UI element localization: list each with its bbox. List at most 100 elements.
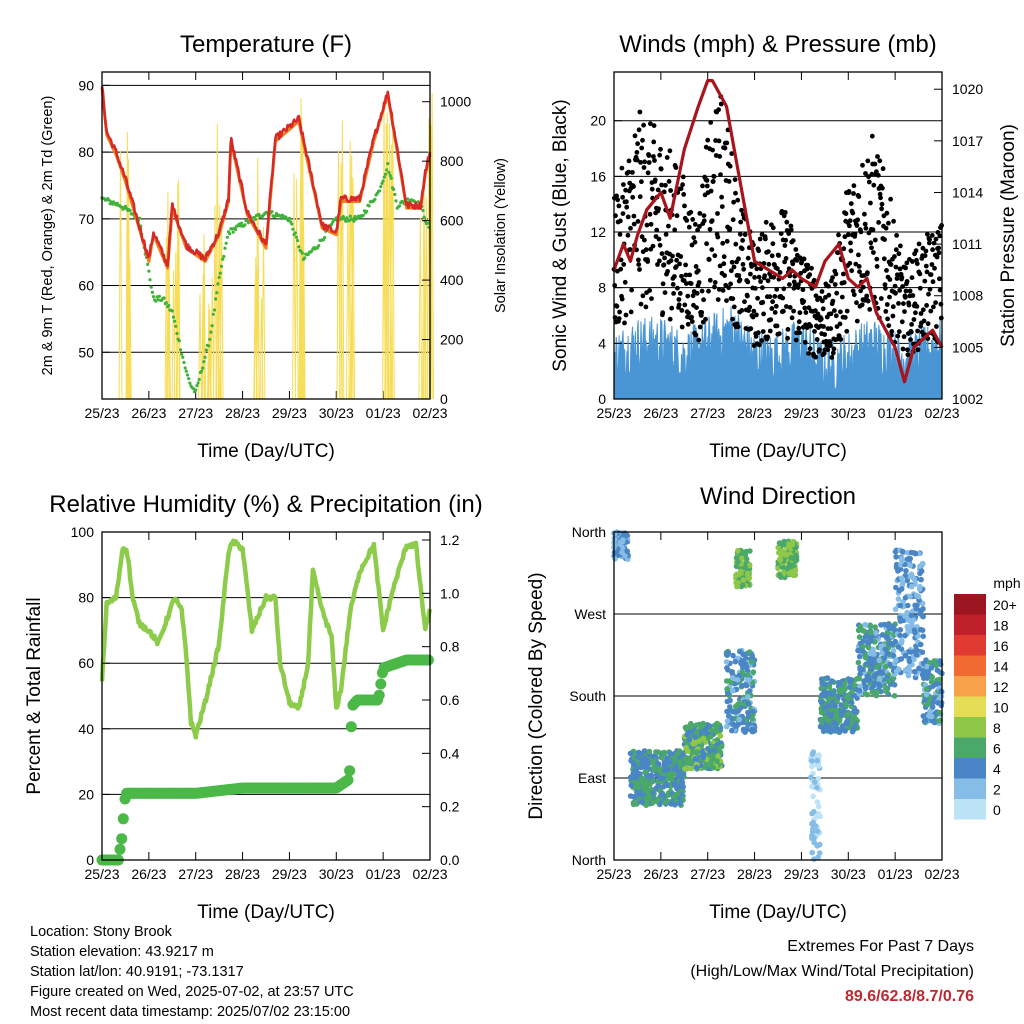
gust-point [623,187,628,193]
gust-point [872,161,878,167]
gust-point [793,337,799,343]
direction-point [723,659,730,665]
gust-point [617,309,622,315]
legend-swatch [954,696,986,717]
gust-point [875,154,880,159]
gust-point [906,302,912,308]
gust-point [882,282,888,287]
direction-point [655,749,662,755]
gust-point [726,179,732,184]
direction-point [911,627,918,633]
gust-point [729,259,735,265]
gust-point [805,266,810,272]
gust-point [616,203,622,209]
direction-point [810,819,816,826]
gust-point [812,329,817,334]
direction-point [924,663,930,670]
gust-point [770,241,776,247]
gust-point [884,268,889,273]
x-tick-label: 28/23 [737,405,772,421]
y-tick-label: 80 [78,590,94,606]
direction-point [893,554,899,560]
direction-point [810,793,816,800]
direction-point [750,669,757,675]
direction-point [822,681,828,688]
gust-point [720,288,726,293]
direction-point [714,757,720,764]
direction-point [809,751,816,757]
gust-point [874,256,880,262]
dewpoint-point [426,221,430,225]
gust-point [848,240,853,246]
dewpoint-point [107,198,111,202]
direction-point [849,717,856,724]
y-tick-label: 0 [598,391,606,407]
gust-point [655,262,660,267]
gust-point [885,316,890,322]
gust-point [785,327,791,332]
gust-point [897,288,902,293]
direction-point [851,724,857,731]
direction-point [933,662,939,669]
dewpoint-point [348,214,352,218]
x-tick-label: 01/23 [366,866,401,882]
gust-point [887,294,892,300]
gust-point [796,282,801,287]
gust-point [808,323,814,329]
gust-point [754,266,760,272]
direction-point [650,753,656,760]
direction-point [871,680,878,686]
gust-point [813,293,819,299]
gust-point [728,281,733,287]
direction-point [895,568,901,574]
gust-point [680,174,686,180]
dewpoint-point [345,216,349,220]
direction-point [619,549,625,556]
direction-point [717,733,724,739]
dewpoint-point [194,388,198,392]
gust-point [638,160,643,165]
direction-point [744,570,751,577]
gust-point [922,278,928,284]
dewpoint-point [228,232,232,236]
dewpoint-point [162,296,166,300]
direction-point [824,675,831,681]
direction-point [650,799,657,805]
gust-point [732,177,738,183]
gust-point [924,269,930,275]
gust-point [932,265,937,271]
gust-point [913,248,919,254]
dewpoint-point [182,360,186,365]
gust-point [675,285,680,291]
gust-point [612,283,618,288]
direction-point [663,781,670,787]
gust-point [880,185,885,191]
gust-point [720,240,726,246]
gust-point [757,236,763,242]
direction-point [728,669,735,675]
direction-point [728,679,734,685]
rh-line [99,538,433,740]
direction-point [745,701,752,707]
direction-point [902,652,909,659]
gust-point [717,263,723,269]
dewpoint-point [185,373,190,377]
gust-point [797,310,803,316]
gust-point [639,145,645,151]
x-tick-label: 02/23 [924,405,959,421]
gust-point [737,277,743,283]
direction-point [905,626,911,633]
gust-point [717,154,723,159]
direction-point [624,548,631,555]
x-tick-label: 01/23 [878,866,913,882]
gust-point [928,272,934,277]
x-tick-label: 29/23 [272,405,307,421]
legend-swatch [954,635,986,656]
gust-point [802,305,808,311]
gust-point [930,247,935,253]
direction-point [879,670,886,676]
direction-point [777,557,784,563]
direction-point [667,750,674,757]
y-tick-label: 90 [78,77,94,93]
gust-point [667,148,673,154]
